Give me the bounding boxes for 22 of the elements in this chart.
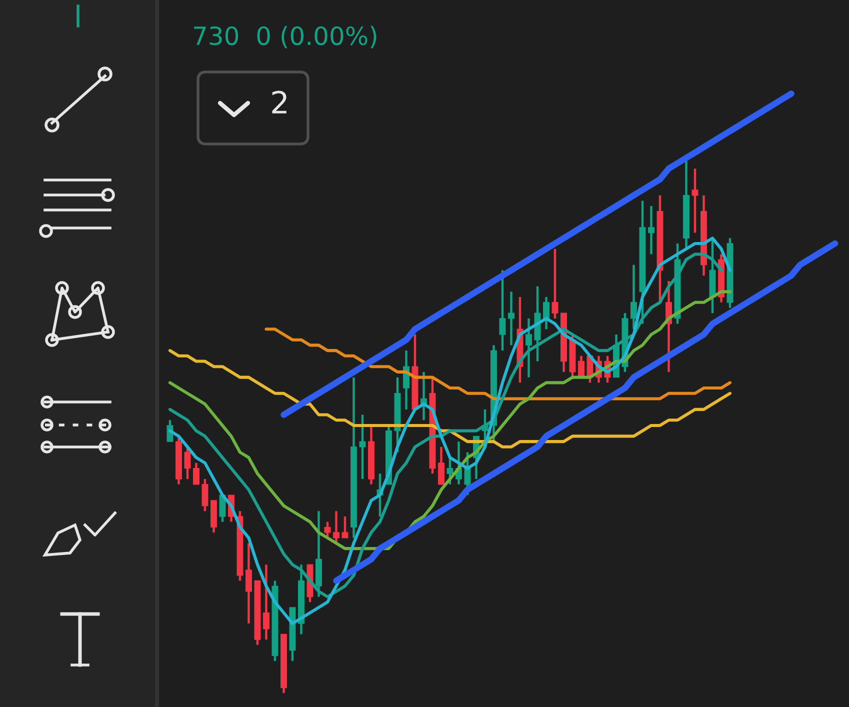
candlestick — [526, 317, 532, 378]
candlestick — [499, 269, 506, 352]
candlestick — [578, 354, 584, 378]
candlestick — [262, 564, 270, 641]
candlestick — [630, 264, 637, 330]
candlestick — [692, 167, 698, 234]
text: 730 0 (0.00%) — [194, 26, 376, 48]
candlestick — [202, 478, 208, 512]
candlestick — [245, 542, 252, 625]
candlestick — [552, 248, 558, 320]
candlestick — [438, 446, 444, 486]
candlestick — [508, 290, 514, 346]
text: 2 — [272, 90, 286, 114]
candlestick — [342, 515, 348, 539]
candlestick — [359, 414, 366, 480]
candlestick — [332, 510, 340, 544]
candlestick — [446, 456, 454, 486]
candlestick — [192, 462, 200, 486]
candlestick — [543, 296, 550, 330]
candlestick — [324, 520, 331, 539]
candlestick — [184, 446, 191, 480]
candlestick — [648, 204, 654, 256]
